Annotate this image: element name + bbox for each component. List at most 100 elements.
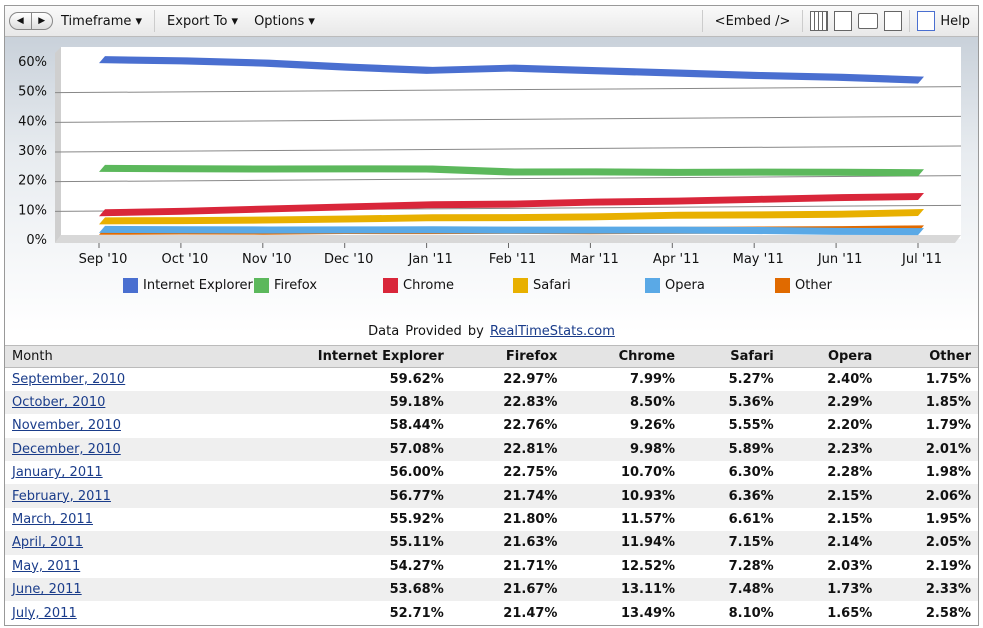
month-link[interactable]: June, 2011	[12, 582, 82, 598]
legend-item[interactable]: Safari	[513, 278, 571, 293]
table-cell: 9.26%	[629, 418, 676, 434]
divider	[154, 10, 156, 32]
table-cell: 59.62%	[389, 371, 444, 387]
table-cell: 57.08%	[217, 437, 451, 462]
table-row: September, 2010 59.62% 22.97% 7.99% 5.27% 2.4…	[5, 368, 978, 391]
table-cell: 6.30%	[728, 465, 774, 481]
legend-item[interactable]: Internet Explorer	[123, 278, 253, 293]
table-cell: 5.89%	[682, 437, 781, 462]
help-button[interactable]: Help	[940, 13, 970, 29]
month-cell: May, 2011	[5, 555, 217, 578]
month-link[interactable]: February, 2011	[12, 488, 111, 504]
month-link[interactable]: October, 2010	[12, 395, 106, 411]
table-cell: 2.28%	[827, 465, 873, 481]
options-menu[interactable]: Options ▾	[254, 13, 315, 29]
legend-item[interactable]: Chrome	[383, 278, 454, 293]
columns-icon[interactable]	[810, 11, 829, 31]
month-link[interactable]: May, 2011	[12, 558, 81, 574]
table-row: June, 2011 53.68% 21.67% 13.11% 7.48% 1.73% 2.…	[5, 578, 978, 602]
table-cell: 8.50%	[564, 390, 683, 415]
table-cell: 2.40%	[827, 371, 873, 387]
legend-item[interactable]: Firefox	[254, 278, 317, 293]
next-arrow-icon[interactable]: ▶	[30, 13, 53, 29]
table-row: July, 2011 52.71% 21.47% 13.49% 8.10% 1.65% 2.…	[5, 601, 978, 624]
gridline	[54, 175, 962, 183]
divider	[701, 10, 703, 32]
month-cell: December, 2010	[5, 437, 218, 462]
table-row: November, 2010 58.44% 22.76% 9.26% 5.55% 2.20…	[5, 414, 978, 437]
legend-label: Safari	[533, 278, 571, 293]
column-header[interactable]: Internet Explorer	[217, 345, 451, 368]
data-source: Data Provided by RealTimeStats.com	[5, 324, 978, 339]
table-cell: 2.03%	[827, 558, 873, 574]
table-cell: 2.05%	[879, 531, 978, 555]
plot-floor	[55, 235, 961, 243]
table-cell: 1.98%	[925, 465, 971, 481]
month-cell: January, 2011	[5, 461, 217, 484]
embed-button[interactable]: <Embed />	[714, 13, 791, 29]
x-tick-label: Oct '10	[162, 252, 209, 267]
x-tick-label: Jul '11	[901, 252, 942, 267]
help-icon[interactable]	[917, 11, 936, 31]
y-tick-label: 20%	[18, 174, 47, 189]
data-source-label: Data Provided by	[368, 324, 484, 339]
column-header[interactable]: Other	[879, 345, 978, 368]
x-tick-label: Feb '11	[489, 252, 536, 267]
column-header[interactable]: Month	[5, 345, 218, 368]
legend-swatch	[123, 278, 138, 293]
legend-label: Internet Explorer	[143, 278, 253, 293]
y-tick-label: 10%	[18, 203, 47, 218]
y-tick-label: 0%	[26, 233, 47, 248]
table-cell: 1.73%	[780, 578, 880, 602]
data-source-link[interactable]: RealTimeStats.com	[489, 324, 615, 339]
legend-label: Other	[795, 278, 832, 293]
table-cell: 2.01%	[879, 437, 978, 462]
column-header[interactable]: Opera	[780, 345, 880, 368]
column-header[interactable]: Firefox	[450, 345, 565, 368]
table-cell: 2.15%	[780, 484, 880, 508]
timeframe-menu[interactable]: Timeframe ▾	[61, 13, 143, 29]
preview-icon[interactable]	[834, 11, 853, 31]
prev-arrow-icon[interactable]: ◀	[16, 16, 24, 26]
table-cell: 1.75%	[925, 371, 971, 387]
month-link[interactable]: December, 2010	[12, 441, 121, 457]
column-header[interactable]: Chrome	[564, 345, 683, 368]
table-cell: 22.81%	[450, 437, 565, 462]
series-line-safari	[99, 208, 924, 225]
month-link[interactable]: September, 2010	[12, 371, 126, 387]
month-cell: March, 2011	[5, 508, 217, 531]
chart-widget: ◀ ▶ Timeframe ▾ Export To ▾ Options ▾ <Em…	[4, 5, 979, 626]
table-cell: 2.06%	[879, 484, 978, 508]
plot-wall	[55, 47, 61, 243]
export-menu[interactable]: Export To ▾	[167, 13, 239, 29]
month-link[interactable]: November, 2010	[12, 418, 121, 434]
table-cell: 2.14%	[780, 531, 880, 555]
legend-swatch	[254, 278, 269, 293]
month-link[interactable]: January, 2011	[12, 465, 103, 481]
legend-item[interactable]: Other	[775, 278, 832, 293]
table-cell: 11.57%	[620, 512, 676, 528]
table-cell: 2.33%	[879, 578, 978, 602]
divider	[802, 10, 804, 32]
page-icon[interactable]	[884, 11, 903, 31]
legend-swatch	[645, 278, 660, 293]
table-cell: 52.71%	[389, 605, 444, 621]
month-cell: April, 2011	[5, 531, 218, 555]
x-tick-label: Jan '11	[407, 252, 452, 267]
table-cell: 7.99%	[629, 371, 676, 387]
legend-label: Firefox	[274, 278, 318, 293]
table-cell: 7.15%	[682, 531, 781, 555]
series-line-opera	[99, 225, 924, 236]
legend-item[interactable]: Opera	[645, 278, 705, 293]
table-cell: 22.75%	[503, 465, 558, 481]
month-link[interactable]: July, 2011	[12, 605, 77, 621]
column-header[interactable]: Safari	[682, 345, 781, 368]
legend-swatch	[513, 278, 528, 293]
month-link[interactable]: March, 2011	[12, 512, 93, 528]
legend-label: Opera	[665, 278, 705, 293]
x-tick-label: Mar '11	[570, 252, 619, 267]
print-icon[interactable]	[858, 13, 879, 29]
month-link[interactable]: April, 2011	[12, 535, 84, 551]
table-cell: 2.58%	[925, 605, 971, 621]
month-cell: June, 2011	[5, 578, 218, 602]
